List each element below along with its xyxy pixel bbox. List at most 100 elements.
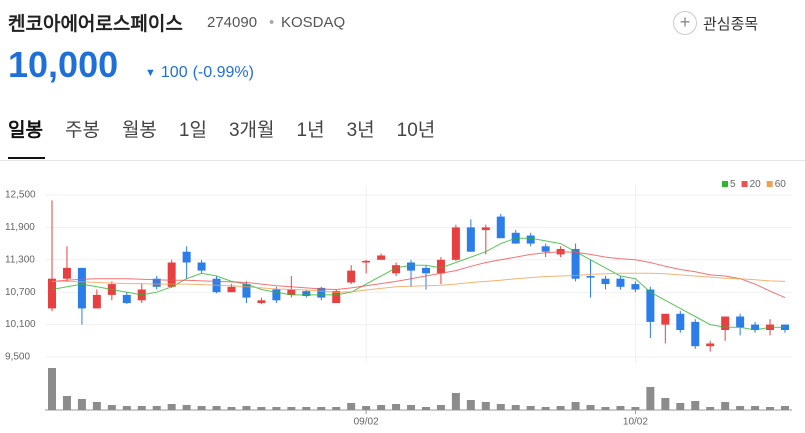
legend-swatch bbox=[766, 181, 773, 187]
candle-body bbox=[92, 294, 101, 309]
candle-body bbox=[347, 270, 356, 283]
volume-bar bbox=[571, 402, 580, 410]
volume-bar bbox=[48, 368, 56, 410]
candle-body bbox=[302, 291, 311, 296]
market: KOSDAQ bbox=[281, 14, 346, 31]
candle-body bbox=[122, 294, 131, 303]
tab[interactable]: 일봉 bbox=[8, 120, 43, 141]
volume-bar bbox=[182, 405, 191, 410]
volume-bar bbox=[167, 404, 176, 410]
price: 10,000 bbox=[8, 44, 119, 85]
candle-body bbox=[481, 227, 490, 231]
candle-body bbox=[392, 265, 401, 274]
candle-body bbox=[496, 216, 505, 239]
tab[interactable]: 월봉 bbox=[121, 120, 157, 141]
x-tick-label: 10/02 bbox=[623, 417, 648, 428]
candle-body bbox=[571, 249, 580, 279]
volume-bar bbox=[451, 393, 460, 410]
volume-bar bbox=[436, 405, 445, 410]
ma-line bbox=[51, 237, 785, 331]
plus-icon: + bbox=[673, 11, 697, 35]
stock-code: 274090 bbox=[207, 14, 258, 31]
y-tick-label: 10,700 bbox=[5, 287, 36, 298]
volume-bar bbox=[466, 400, 475, 410]
legend-label: 20 bbox=[750, 179, 762, 190]
favorite-button[interactable]: + 관심종목 bbox=[673, 11, 758, 35]
volume-bar bbox=[646, 387, 655, 410]
candle-body bbox=[152, 278, 161, 287]
candle-body bbox=[676, 313, 685, 330]
volume-bar bbox=[751, 406, 760, 410]
volume-bar bbox=[242, 406, 251, 410]
candle-body bbox=[362, 260, 371, 263]
tabs: 일봉 주봉 월봉 1일 3개월 1년 3년 10년 bbox=[8, 115, 457, 142]
legend-label: 5 bbox=[730, 179, 736, 190]
volume-bar bbox=[287, 407, 296, 410]
volume-bar bbox=[721, 402, 730, 410]
candle-body bbox=[242, 284, 251, 298]
volume-bar bbox=[601, 407, 610, 410]
volume-bar bbox=[362, 406, 371, 410]
volume-bar bbox=[616, 406, 625, 410]
candle-body bbox=[751, 324, 760, 330]
candle-body bbox=[541, 246, 550, 252]
candle-body bbox=[721, 316, 730, 330]
candle-body bbox=[616, 278, 625, 287]
volume-bar bbox=[62, 396, 71, 410]
volume-bar bbox=[92, 402, 101, 410]
candle-body bbox=[421, 267, 430, 274]
volume-bar bbox=[766, 407, 775, 410]
candle-body bbox=[691, 321, 700, 347]
stock-name: 켄코아에어로스페이스 bbox=[8, 14, 183, 35]
y-tick-label: 11,900 bbox=[5, 222, 35, 233]
volume-bar bbox=[496, 404, 505, 410]
candle-body bbox=[377, 255, 386, 260]
candle-body bbox=[77, 267, 86, 309]
candle-body bbox=[601, 278, 610, 285]
change: ▼ 100 (-0.99%) bbox=[145, 64, 254, 82]
tab[interactable]: 3개월 bbox=[228, 120, 275, 141]
volume-bar bbox=[377, 405, 386, 410]
candle-body bbox=[646, 289, 655, 322]
volume-bar bbox=[137, 406, 146, 410]
down-arrow: ▼ bbox=[145, 67, 156, 79]
tab[interactable]: 주봉 bbox=[64, 120, 100, 141]
tab[interactable]: 1일 bbox=[178, 120, 207, 141]
volume-bar bbox=[556, 406, 565, 410]
candle-body bbox=[332, 291, 341, 303]
favorite-label: 관심종목 bbox=[703, 15, 759, 33]
candle-body bbox=[736, 316, 745, 328]
candle-body bbox=[227, 286, 236, 293]
candle-body bbox=[586, 276, 595, 278]
legend-swatch bbox=[722, 181, 728, 187]
volume-bar bbox=[197, 406, 206, 410]
candle-body bbox=[706, 343, 715, 347]
candle-body bbox=[182, 251, 191, 263]
y-tick-label: 11,300 bbox=[5, 254, 35, 265]
volume-bar bbox=[781, 406, 789, 410]
y-tick-label: 9,500 bbox=[5, 352, 30, 363]
y-tick-label: 12,500 bbox=[5, 190, 36, 201]
volume-bar bbox=[347, 403, 356, 410]
tab[interactable]: 10년 bbox=[396, 120, 436, 141]
volume-bar bbox=[586, 405, 595, 410]
volume-bar bbox=[122, 406, 131, 410]
candle-body bbox=[317, 287, 326, 298]
legend-label: 60 bbox=[775, 179, 787, 190]
volume-bar bbox=[407, 405, 416, 410]
candle-body bbox=[631, 284, 640, 290]
candle-body bbox=[451, 227, 460, 260]
candle-body bbox=[197, 262, 206, 271]
volume-bar bbox=[317, 407, 326, 410]
x-tick-label: 09/02 bbox=[354, 417, 379, 428]
tab[interactable]: 1년 bbox=[296, 120, 325, 141]
candle-body bbox=[661, 313, 670, 325]
candle-body bbox=[167, 262, 176, 287]
tab[interactable]: 3년 bbox=[346, 120, 375, 141]
volume-bar bbox=[481, 402, 490, 410]
candle-body bbox=[407, 262, 416, 271]
candle-body bbox=[466, 227, 475, 252]
volume-bar bbox=[152, 406, 161, 410]
candle-body bbox=[287, 289, 296, 295]
